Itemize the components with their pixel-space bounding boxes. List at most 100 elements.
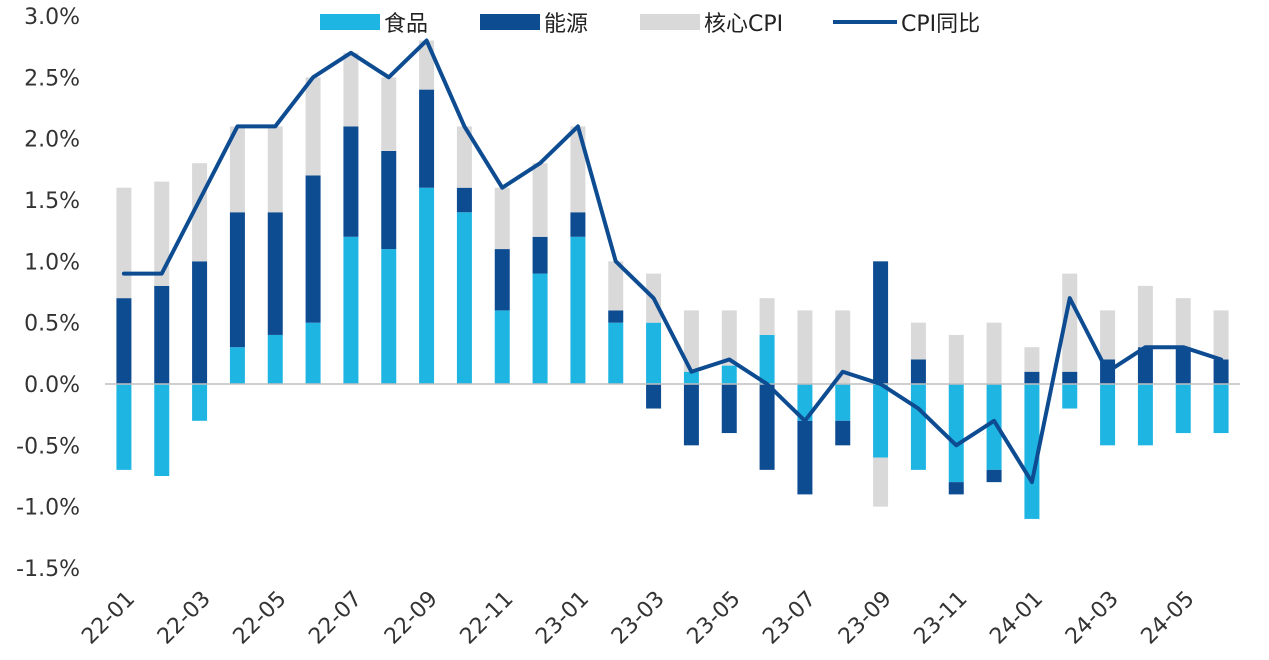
bar-segment	[419, 89, 435, 188]
x-tick-label: 22-05	[229, 587, 292, 650]
bar-segment	[456, 126, 472, 188]
bar-segment	[948, 334, 964, 384]
x-tick-label: 24-05	[1137, 587, 1200, 650]
bar-segment	[759, 334, 775, 384]
bar-segment	[873, 261, 889, 384]
bar-segment	[1213, 310, 1229, 360]
x-tick-label: 22-01	[77, 587, 140, 650]
bar-segment	[1213, 384, 1229, 434]
bar-segment	[305, 77, 321, 176]
legend-swatch	[480, 14, 540, 30]
bar-segment	[1137, 347, 1153, 384]
bar-segment	[229, 212, 245, 348]
legend-label: 能源	[544, 12, 588, 37]
bar-segment	[494, 249, 510, 311]
bar-segment	[1024, 347, 1040, 372]
bar-segment	[267, 212, 283, 335]
y-tick-label: -0.5%	[16, 434, 80, 459]
bar-segment	[1100, 310, 1116, 360]
y-tick-label: 3.0%	[24, 5, 80, 30]
x-tick-label: 23-11	[910, 587, 973, 650]
legend-item: 能源	[480, 12, 588, 37]
bar-segment	[873, 457, 889, 507]
y-tick-label: 2.5%	[24, 66, 80, 91]
bar-segment	[608, 261, 624, 311]
bar-segment	[986, 469, 1002, 483]
bar-segment	[797, 310, 813, 384]
bar-segment	[267, 126, 283, 213]
bar-segment	[1137, 384, 1153, 446]
bar-segment	[683, 371, 699, 384]
bar-segment	[835, 420, 851, 446]
bar-segment	[835, 310, 851, 384]
bar-segment	[494, 310, 510, 384]
legend-item: 食品	[320, 12, 428, 37]
bar-segment	[910, 322, 926, 360]
bar-segment	[683, 384, 699, 446]
bar-segment	[759, 384, 775, 470]
bar-segment	[343, 126, 359, 237]
bar-segment	[608, 322, 624, 384]
bar-segment	[948, 384, 964, 483]
bar-segment	[608, 310, 624, 323]
x-tick-label: 24-03	[1061, 587, 1124, 650]
x-tick-label: 22-07	[304, 587, 367, 650]
x-tick-label: 22-11	[456, 587, 519, 650]
bar-segment	[1024, 371, 1040, 384]
y-tick-label: -1.0%	[16, 496, 80, 521]
bar-segment	[1213, 359, 1229, 384]
bar-segment	[1062, 273, 1078, 372]
bar-segment	[797, 420, 813, 495]
bar-segment	[343, 236, 359, 384]
legend-swatch	[320, 14, 380, 30]
bar-segment	[305, 175, 321, 323]
bar-segment	[154, 181, 170, 286]
y-tick-label: 2.0%	[24, 128, 80, 153]
bar-segment	[192, 384, 208, 421]
bar-segment	[646, 322, 662, 384]
y-tick-label: 1.5%	[24, 189, 80, 214]
bar-segment	[456, 187, 472, 213]
bar-segment	[154, 384, 170, 476]
bar-segment	[910, 359, 926, 384]
legend-label: 核心CPI	[704, 12, 783, 37]
x-tick-label: 23-05	[683, 587, 746, 650]
legend-label: 食品	[384, 12, 428, 37]
bar-segment	[759, 298, 775, 335]
bar-segment	[305, 322, 321, 384]
bar-segment	[1175, 384, 1191, 434]
bar-segment	[570, 212, 586, 237]
bar-segment	[1062, 371, 1078, 384]
bar-segment	[948, 482, 964, 495]
y-tick-label: 0.5%	[24, 312, 80, 337]
bar-segment	[835, 384, 851, 421]
bar-segment	[381, 249, 397, 384]
bar-segment	[116, 187, 132, 299]
bar-segment	[721, 365, 737, 384]
bar-segment	[494, 187, 510, 250]
bar-segment	[910, 384, 926, 470]
bar-segment	[1062, 384, 1078, 409]
bar-segment	[267, 334, 283, 384]
bar-segment	[532, 236, 548, 274]
bar-segment	[683, 310, 699, 372]
x-tick-label: 23-01	[531, 587, 594, 650]
x-tick-label: 23-03	[607, 587, 670, 650]
x-tick-label: 24-01	[985, 587, 1048, 650]
bar-segment	[646, 384, 662, 409]
y-tick-label: 0.0%	[24, 373, 80, 398]
bar-segment	[116, 298, 132, 384]
bar-segment	[532, 273, 548, 384]
legend-item: CPI同比	[833, 12, 980, 37]
bar-segment	[192, 163, 208, 262]
x-tick-label: 22-03	[153, 587, 216, 650]
x-tick-label: 23-07	[758, 587, 821, 650]
bar-segment	[873, 384, 889, 458]
bar-segment	[986, 322, 1002, 384]
bar-segment	[1175, 347, 1191, 384]
legend-swatch	[640, 14, 700, 30]
y-tick-label: 1.0%	[24, 250, 80, 275]
bar-segment	[570, 126, 586, 213]
legend-label: CPI同比	[901, 12, 980, 37]
bar-segment	[570, 236, 586, 384]
